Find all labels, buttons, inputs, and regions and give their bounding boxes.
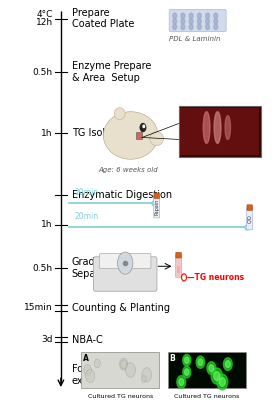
Circle shape	[183, 354, 191, 366]
FancyBboxPatch shape	[247, 208, 253, 230]
Circle shape	[94, 359, 100, 368]
Circle shape	[206, 24, 210, 30]
Bar	[136, 132, 142, 139]
Circle shape	[211, 368, 222, 384]
Circle shape	[173, 13, 177, 18]
Circle shape	[206, 18, 210, 24]
Circle shape	[196, 356, 205, 368]
Circle shape	[179, 378, 184, 386]
Circle shape	[181, 18, 185, 24]
Ellipse shape	[103, 112, 158, 159]
Circle shape	[84, 364, 91, 376]
Circle shape	[86, 369, 95, 382]
FancyBboxPatch shape	[94, 257, 157, 291]
Bar	[81, 352, 160, 388]
Circle shape	[140, 124, 146, 132]
Circle shape	[181, 13, 185, 18]
Circle shape	[217, 374, 228, 390]
Text: Age: 6 weeks old: Age: 6 weeks old	[98, 167, 158, 173]
Text: TG Isolation: TG Isolation	[72, 128, 130, 138]
Circle shape	[214, 18, 218, 24]
Circle shape	[177, 376, 186, 388]
FancyBboxPatch shape	[154, 196, 160, 218]
Circle shape	[182, 274, 186, 281]
Text: 20min: 20min	[75, 212, 99, 221]
Circle shape	[181, 24, 185, 30]
Text: 12h: 12h	[35, 18, 53, 27]
Circle shape	[185, 357, 189, 364]
Circle shape	[173, 18, 177, 24]
FancyBboxPatch shape	[247, 205, 252, 210]
Circle shape	[185, 369, 189, 375]
Circle shape	[206, 13, 210, 18]
Text: C/D: C/D	[247, 214, 252, 223]
Text: 20min: 20min	[75, 188, 99, 197]
Text: Enzymatic Digestion: Enzymatic Digestion	[72, 190, 172, 200]
Text: 1h: 1h	[41, 129, 53, 138]
FancyBboxPatch shape	[169, 10, 226, 32]
Ellipse shape	[114, 108, 125, 120]
FancyBboxPatch shape	[176, 252, 181, 258]
Text: PDL & Laminin: PDL & Laminin	[169, 36, 221, 42]
Circle shape	[141, 376, 146, 382]
Ellipse shape	[214, 112, 221, 143]
Text: Cultured TG neurons: Cultured TG neurons	[174, 394, 239, 398]
Circle shape	[198, 359, 203, 366]
Text: —TG neurons: —TG neurons	[187, 273, 244, 282]
Circle shape	[226, 361, 230, 368]
Circle shape	[197, 24, 201, 30]
Text: 0.5h: 0.5h	[32, 264, 53, 273]
Circle shape	[209, 365, 214, 372]
Circle shape	[214, 13, 218, 18]
Text: Counting & Planting: Counting & Planting	[72, 303, 170, 313]
Circle shape	[214, 372, 220, 380]
Bar	[167, 352, 246, 388]
Text: 1h: 1h	[41, 220, 53, 229]
Circle shape	[117, 252, 133, 274]
Circle shape	[197, 18, 201, 24]
Text: 0.5h: 0.5h	[32, 68, 53, 76]
Circle shape	[189, 24, 193, 30]
Circle shape	[219, 378, 225, 386]
Circle shape	[173, 24, 177, 30]
Text: A: A	[83, 354, 89, 363]
Circle shape	[189, 13, 193, 18]
Circle shape	[121, 360, 127, 369]
Text: Enzyme Prepare
& Area  Setup: Enzyme Prepare & Area Setup	[72, 61, 151, 83]
Circle shape	[214, 24, 218, 30]
Bar	[177, 266, 180, 274]
FancyBboxPatch shape	[175, 255, 182, 277]
Bar	[180, 108, 259, 155]
Ellipse shape	[225, 116, 230, 140]
Text: For use in
experiments: For use in experiments	[72, 364, 133, 386]
Circle shape	[183, 366, 191, 378]
Circle shape	[197, 13, 201, 18]
Text: Prepare
Coated Plate: Prepare Coated Plate	[72, 8, 134, 29]
Ellipse shape	[203, 112, 210, 143]
FancyBboxPatch shape	[154, 193, 160, 198]
Circle shape	[189, 18, 193, 24]
Ellipse shape	[150, 132, 164, 146]
Circle shape	[125, 363, 136, 377]
Text: Gradient
Separation: Gradient Separation	[72, 258, 125, 279]
Text: 4°C: 4°C	[36, 10, 53, 19]
Circle shape	[143, 125, 145, 128]
Text: Cultured TG neurons: Cultured TG neurons	[88, 394, 153, 398]
Circle shape	[207, 362, 216, 374]
Text: NBA-C: NBA-C	[72, 335, 103, 345]
Text: 15min: 15min	[24, 303, 53, 312]
Text: 3d: 3d	[41, 335, 53, 344]
Circle shape	[223, 358, 232, 370]
Circle shape	[120, 358, 128, 370]
Text: Papain: Papain	[154, 199, 159, 215]
FancyBboxPatch shape	[100, 254, 151, 269]
Bar	[178, 106, 261, 157]
Circle shape	[142, 368, 152, 382]
Text: B: B	[169, 354, 175, 363]
